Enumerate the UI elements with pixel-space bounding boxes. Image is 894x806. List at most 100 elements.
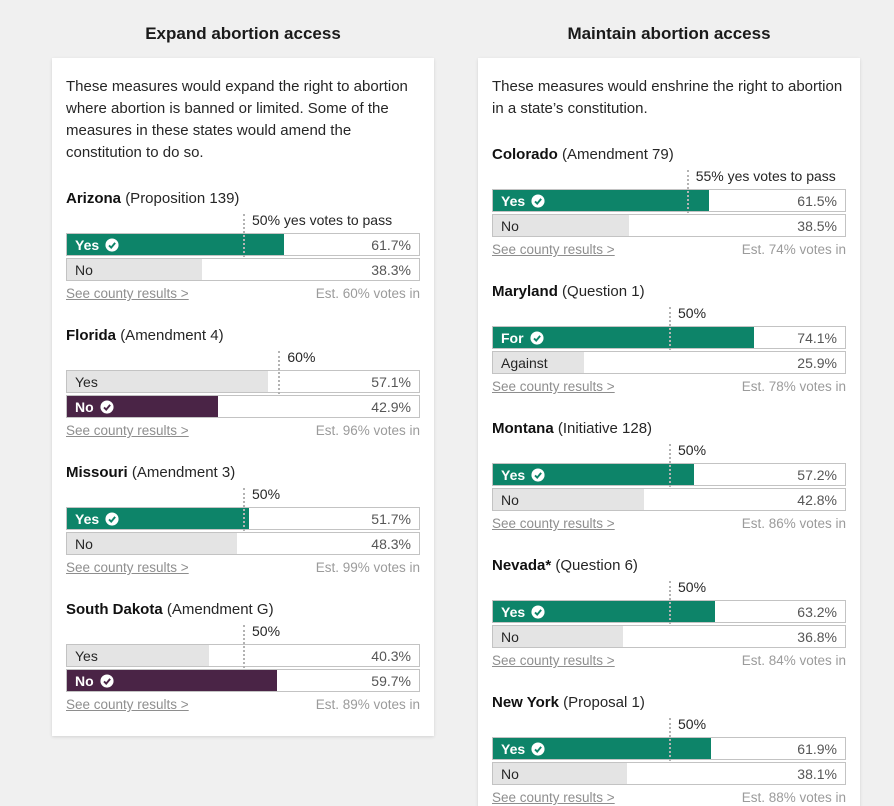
results-bar-chart: 50% Yes 57.2% No 42.8% [492, 442, 846, 512]
column-maintain-access: Maintain abortion access These measures … [478, 24, 860, 806]
measure-meta: See county results > Est. 60% votes in [66, 286, 420, 301]
county-results-link[interactable]: See county results > [492, 790, 615, 806]
county-results-link[interactable]: See county results > [66, 697, 189, 713]
measure-meta: See county results > Est. 84% votes in [492, 653, 846, 668]
column-card: These measures would enshrine the right … [478, 58, 860, 806]
bar-label: No [75, 396, 114, 417]
result-bar-row: No 36.8% [492, 625, 846, 649]
result-percent: 38.3% [371, 261, 411, 278]
results-bar-chart: 50% Yes 61.9% No 38.1% [492, 716, 846, 786]
result-percent: 61.7% [371, 236, 411, 253]
result-percent: 48.3% [371, 535, 411, 552]
bar-fill [493, 352, 585, 374]
bar-label-text: Yes [501, 466, 526, 483]
winner-check-icon [531, 468, 545, 482]
measure-section: Nevada* (Question 6) 50% Yes 63.2% No 36… [492, 557, 846, 668]
winner-check-icon [100, 400, 114, 414]
winner-check-icon [100, 674, 114, 688]
county-results-link[interactable]: See county results > [492, 516, 615, 532]
results-bar-chart: 50% Yes 63.2% No 36.8% [492, 579, 846, 649]
column-expand-access: Expand abortion access These measures wo… [52, 24, 434, 737]
bar-label-text: No [75, 398, 94, 415]
bar-fill [493, 464, 695, 486]
result-percent: 61.5% [797, 192, 837, 209]
ballot-label: (Proposition 139) [125, 190, 240, 208]
measure-heading: South Dakota (Amendment G) [66, 601, 420, 618]
county-results-link[interactable]: See county results > [492, 379, 615, 395]
bar-label-text: Yes [75, 236, 100, 253]
bar-fill [493, 190, 710, 212]
threshold-label: 50% [678, 442, 707, 459]
ballot-label: (Amendment 3) [131, 464, 236, 482]
threshold-line: 50% [669, 716, 706, 762]
votes-in-estimate: Est. 96% votes in [315, 423, 420, 439]
votes-in-estimate: Est. 88% votes in [741, 790, 846, 806]
bar-label-text: No [501, 765, 519, 782]
threshold-label: 55% yes votes to pass [695, 168, 836, 185]
measure-section: Colorado (Amendment 79) 55% yes votes to… [492, 146, 846, 257]
ballot-label: (Initiative 128) [557, 420, 653, 438]
bar-fill [67, 234, 285, 256]
result-bar-row: No 38.3% [66, 258, 420, 282]
measure-heading: Colorado (Amendment 79) [492, 146, 846, 163]
bar-fill [67, 259, 202, 281]
winner-check-icon [531, 742, 545, 756]
result-bar-row: No 48.3% [66, 532, 420, 556]
threshold-label: 60% [287, 349, 316, 366]
results-bar-chart: 50% For 74.1% Against 25.9% [492, 305, 846, 375]
result-percent: 40.3% [371, 647, 411, 664]
ballot-label: (Question 1) [562, 283, 645, 301]
county-results-link[interactable]: See county results > [66, 560, 189, 576]
ballot-label: (Amendment 79) [562, 146, 674, 164]
state-name: Arizona [66, 190, 122, 208]
ballot-label: (Amendment 4) [120, 327, 224, 345]
threshold-line: 50% [669, 305, 706, 351]
bar-label: Yes [75, 508, 119, 529]
votes-in-estimate: Est. 60% votes in [315, 286, 420, 302]
ballot-label: (Question 6) [555, 557, 638, 575]
result-bar-row: No 42.9% [66, 395, 420, 419]
bar-fill [493, 763, 628, 785]
bar-label-text: Against [501, 354, 548, 371]
bar-label: No [75, 533, 93, 554]
threshold-line: 55% yes votes to pass [686, 168, 836, 214]
threshold-label: 50% [252, 486, 281, 503]
result-bar-row: No 38.5% [492, 214, 846, 238]
bar-label: No [501, 489, 519, 510]
county-results-link[interactable]: See county results > [492, 653, 615, 669]
bar-fill [493, 626, 623, 648]
bar-label-text: No [501, 491, 519, 508]
county-results-link[interactable]: See county results > [492, 242, 615, 258]
winner-check-icon [530, 331, 544, 345]
result-percent: 36.8% [797, 628, 837, 645]
column-title: Expand abortion access [145, 24, 341, 43]
measure-meta: See county results > Est. 74% votes in [492, 242, 846, 257]
bar-label: No [501, 763, 519, 784]
measure-meta: See county results > Est. 89% votes in [66, 697, 420, 712]
bar-fill [493, 489, 644, 511]
measure-meta: See county results > Est. 78% votes in [492, 379, 846, 394]
bar-fill [493, 327, 754, 349]
result-percent: 74.1% [797, 329, 837, 346]
column-description: These measures would expand the right to… [66, 78, 408, 162]
county-results-link[interactable]: See county results > [66, 423, 189, 439]
result-bar-row: Yes 61.5% [492, 189, 846, 213]
ballot-label: (Proposal 1) [563, 694, 645, 712]
measure-heading: Arizona (Proposition 139) [66, 190, 420, 207]
result-bar-row: No 42.8% [492, 488, 846, 512]
result-percent: 38.5% [797, 217, 837, 234]
bar-label: Yes [75, 645, 98, 666]
state-name: Missouri [66, 464, 128, 482]
bar-label-text: Yes [501, 192, 526, 209]
column-card: These measures would expand the right to… [52, 58, 434, 737]
threshold-line: 50% [243, 623, 280, 669]
threshold-line: 50% [669, 442, 706, 488]
county-results-link[interactable]: See county results > [66, 286, 189, 302]
measure-heading: Nevada* (Question 6) [492, 557, 846, 574]
threshold-line: 50% yes votes to pass [243, 212, 392, 258]
measure-heading: New York (Proposal 1) [492, 694, 846, 711]
threshold-label: 50% [678, 305, 707, 322]
measure-heading: Missouri (Amendment 3) [66, 464, 420, 481]
bar-label: For [501, 327, 544, 348]
measure-section: Montana (Initiative 128) 50% Yes 57.2% N… [492, 420, 846, 531]
